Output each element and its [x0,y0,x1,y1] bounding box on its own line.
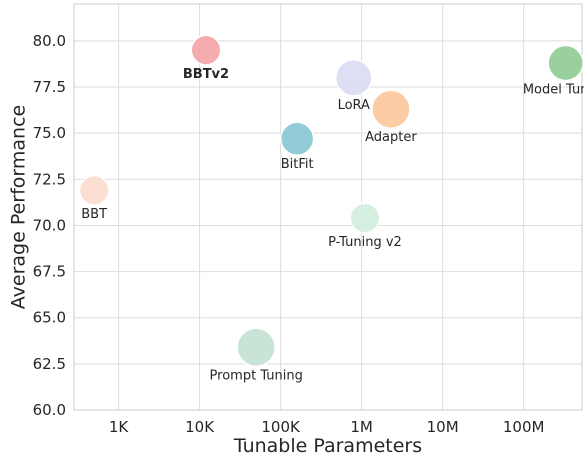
x-axis-title: Tunable Parameters [233,435,422,457]
y-axis-title: Average Performance [8,105,30,309]
point-lora [334,59,373,97]
point-prompt-tuning [236,327,276,368]
point-model-tuning [547,44,584,82]
point-bbtv2 [190,34,222,66]
point-labels: BBTv2 LoRA Adapter Model Tuning BitFit BBT P-T… [81,67,584,383]
point-label: Prompt Tuning [210,368,303,383]
point-label: BitFit [281,157,314,172]
y-tick-label: 75.0 [33,124,66,142]
grid-layer [74,4,582,411]
x-tick-label: 10K [185,418,215,436]
x-tick-label: 1M [350,418,373,436]
point-label: BBT [81,207,107,222]
x-tick-label: 10M [427,418,459,436]
y-tick-label: 65.0 [33,309,66,327]
point-bitfit [279,121,315,156]
data-points [78,34,584,368]
point-adapter [371,89,411,129]
y-tick-label: 67.5 [33,263,66,281]
tick-labels: 60.0 62.5 65.0 67.5 70.0 72.5 75.0 77.5 80.0 1K 10… [33,32,545,436]
x-tick-label: 100K [261,418,301,436]
x-tick-label: 100M [503,418,545,436]
point-label: Adapter [365,130,417,145]
y-tick-label: 80.0 [33,32,66,50]
x-tick-label: 1K [109,418,130,436]
y-tick-label: 77.5 [33,78,66,96]
point-label: Model Tuning [523,83,584,98]
point-label: BBTv2 [183,67,229,82]
y-tick-label: 62.5 [33,355,66,373]
y-tick-label: 72.5 [33,170,66,188]
point-bbt [78,174,110,206]
y-tick-label: 60.0 [33,401,66,419]
y-tick-label: 70.0 [33,216,66,234]
point-label: P-Tuning v2 [328,235,402,250]
plot-frame [73,3,583,411]
point-p-tuning-v2 [349,202,381,234]
point-label: LoRA [338,98,370,113]
